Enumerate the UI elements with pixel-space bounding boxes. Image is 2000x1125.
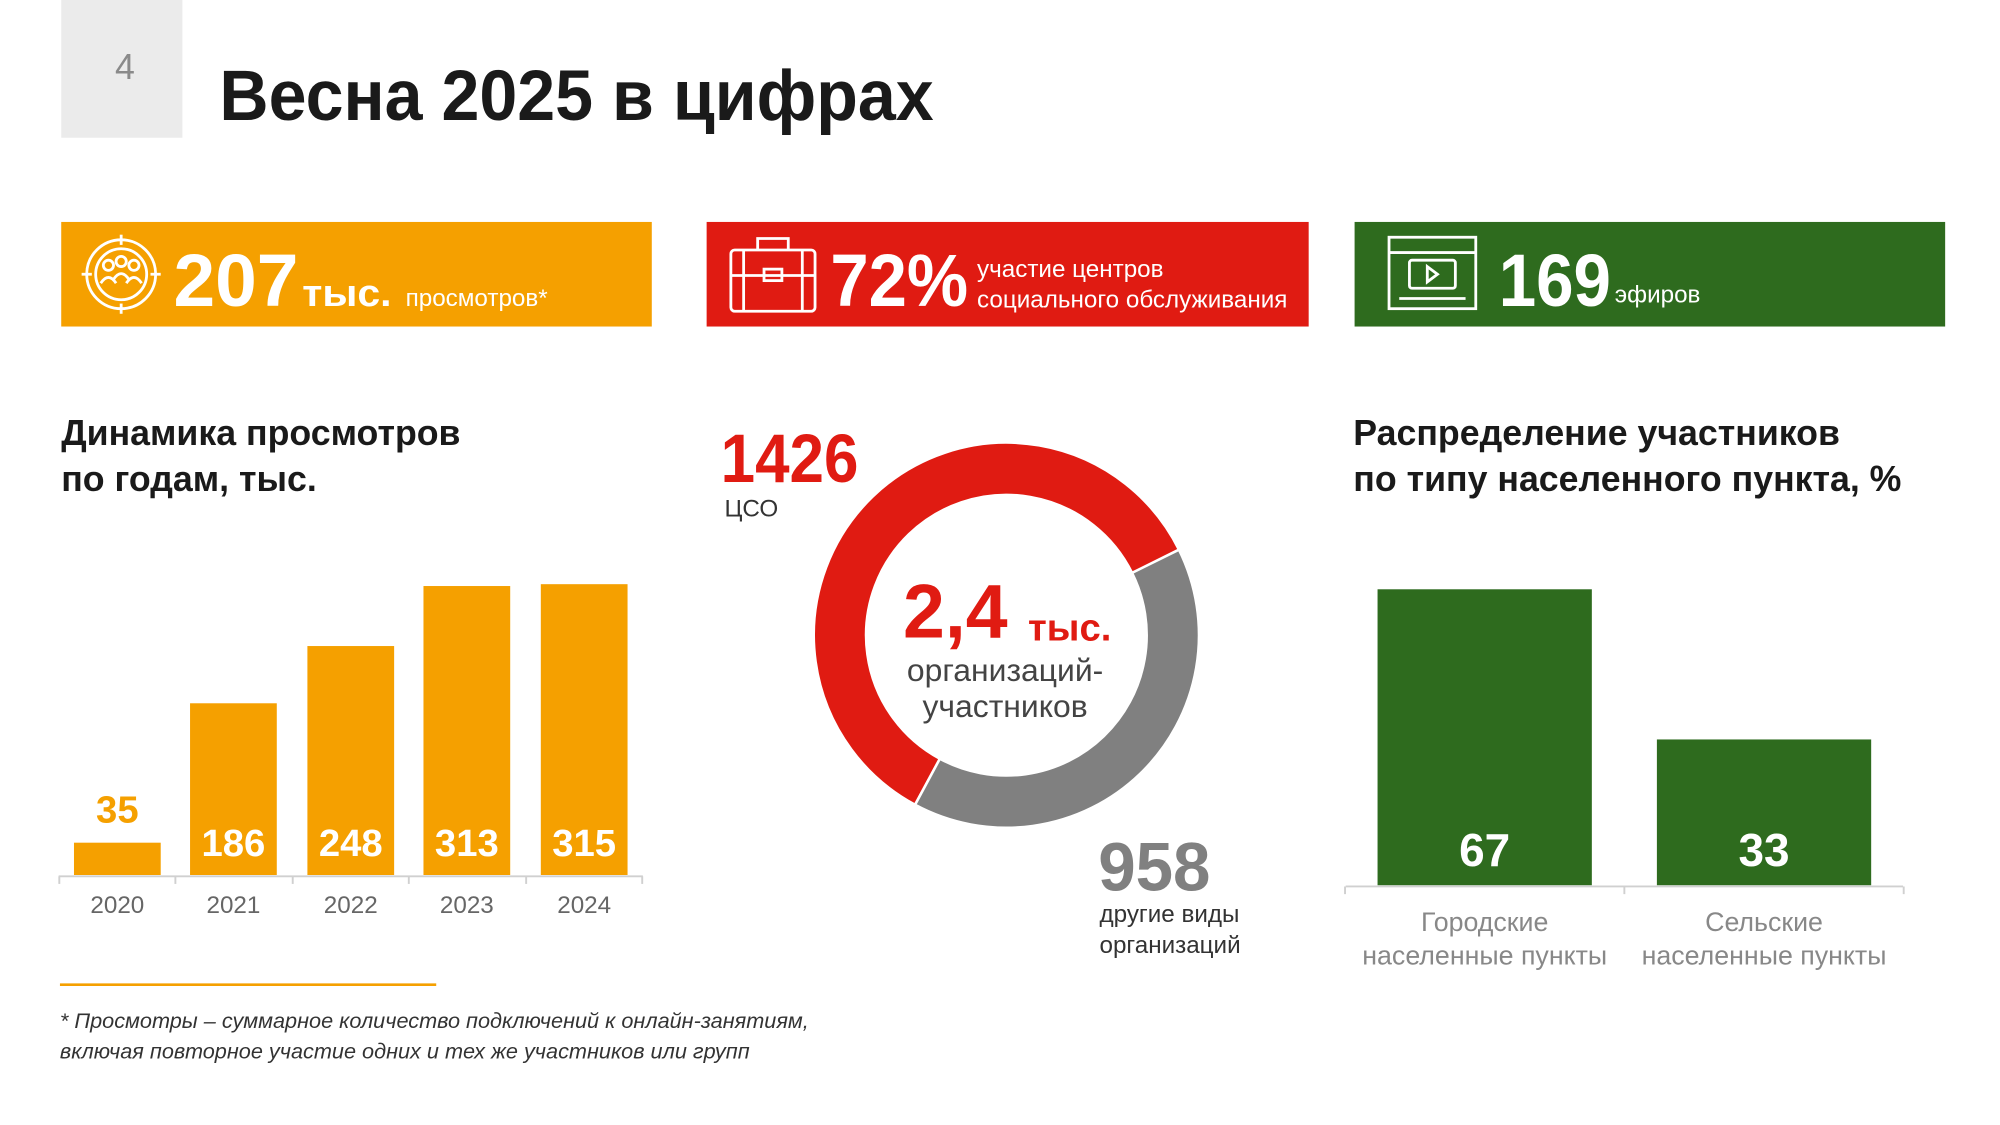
stat-number: 169	[1499, 239, 1611, 322]
center-unit: тыс.	[1028, 606, 1111, 649]
value-label: 186	[202, 822, 266, 865]
segment-value: 958	[1098, 828, 1210, 905]
page-number: 4	[115, 47, 135, 87]
audience-icon	[81, 234, 161, 314]
bar	[73, 842, 161, 875]
segment-value: 1426	[721, 420, 859, 497]
footnote: * Просмотры – суммарное количество подкл…	[60, 1008, 809, 1033]
segment-name: организаций	[1099, 932, 1240, 959]
bar	[1656, 739, 1872, 886]
chart-title: по типу населенного пункта, %	[1353, 459, 1901, 499]
donut-segment	[913, 547, 1201, 830]
bar	[423, 586, 511, 875]
stat-unit: тыс.	[302, 272, 391, 315]
chart-title: Динамика просмотров	[61, 413, 460, 453]
video-icon	[1387, 235, 1478, 311]
value-label: 313	[435, 822, 499, 865]
center-value: 2,4	[903, 570, 1008, 655]
category-label: 2020	[90, 892, 144, 919]
chart-title: по годам, тыс.	[61, 459, 317, 499]
value-label: 33	[1738, 824, 1789, 876]
page-number-box	[61, 0, 183, 138]
category-label: 2021	[206, 892, 260, 919]
bar	[540, 584, 628, 875]
stat-caption: просмотров*	[406, 285, 549, 312]
footnote: включая повторное участие одних и тех же…	[60, 1039, 750, 1064]
stat-caption: социального обслуживания	[977, 286, 1287, 313]
center-label: участников	[923, 688, 1088, 724]
value-label: 248	[319, 822, 383, 865]
category-label: 2024	[557, 892, 611, 919]
value-label: 315	[552, 822, 616, 865]
stat-number: 207	[173, 239, 298, 322]
category-label: населенные пункты	[1642, 940, 1887, 970]
briefcase-icon	[729, 237, 817, 313]
chart-title: Распределение участников	[1353, 413, 1840, 453]
category-label: Сельские	[1705, 907, 1823, 937]
segment-name: ЦСО	[724, 496, 778, 523]
bar	[307, 646, 395, 875]
category-label: Городские	[1421, 907, 1548, 937]
value-label: 35	[96, 788, 139, 831]
bar	[190, 703, 277, 875]
stat-caption: участие центров	[977, 256, 1163, 283]
category-label: населенные пункты	[1362, 940, 1607, 970]
value-label: 67	[1459, 824, 1510, 876]
bar	[1377, 589, 1592, 886]
slide-title: Весна 2025 в цифрах	[219, 56, 934, 136]
stat-number: 72%	[830, 239, 968, 322]
center-label: организаций-	[907, 652, 1103, 688]
category-label: 2023	[440, 892, 494, 919]
stat-caption: эфиров	[1615, 281, 1701, 308]
segment-name: другие виды	[1099, 901, 1239, 928]
donut-segment	[812, 441, 1181, 807]
category-label: 2022	[324, 892, 378, 919]
